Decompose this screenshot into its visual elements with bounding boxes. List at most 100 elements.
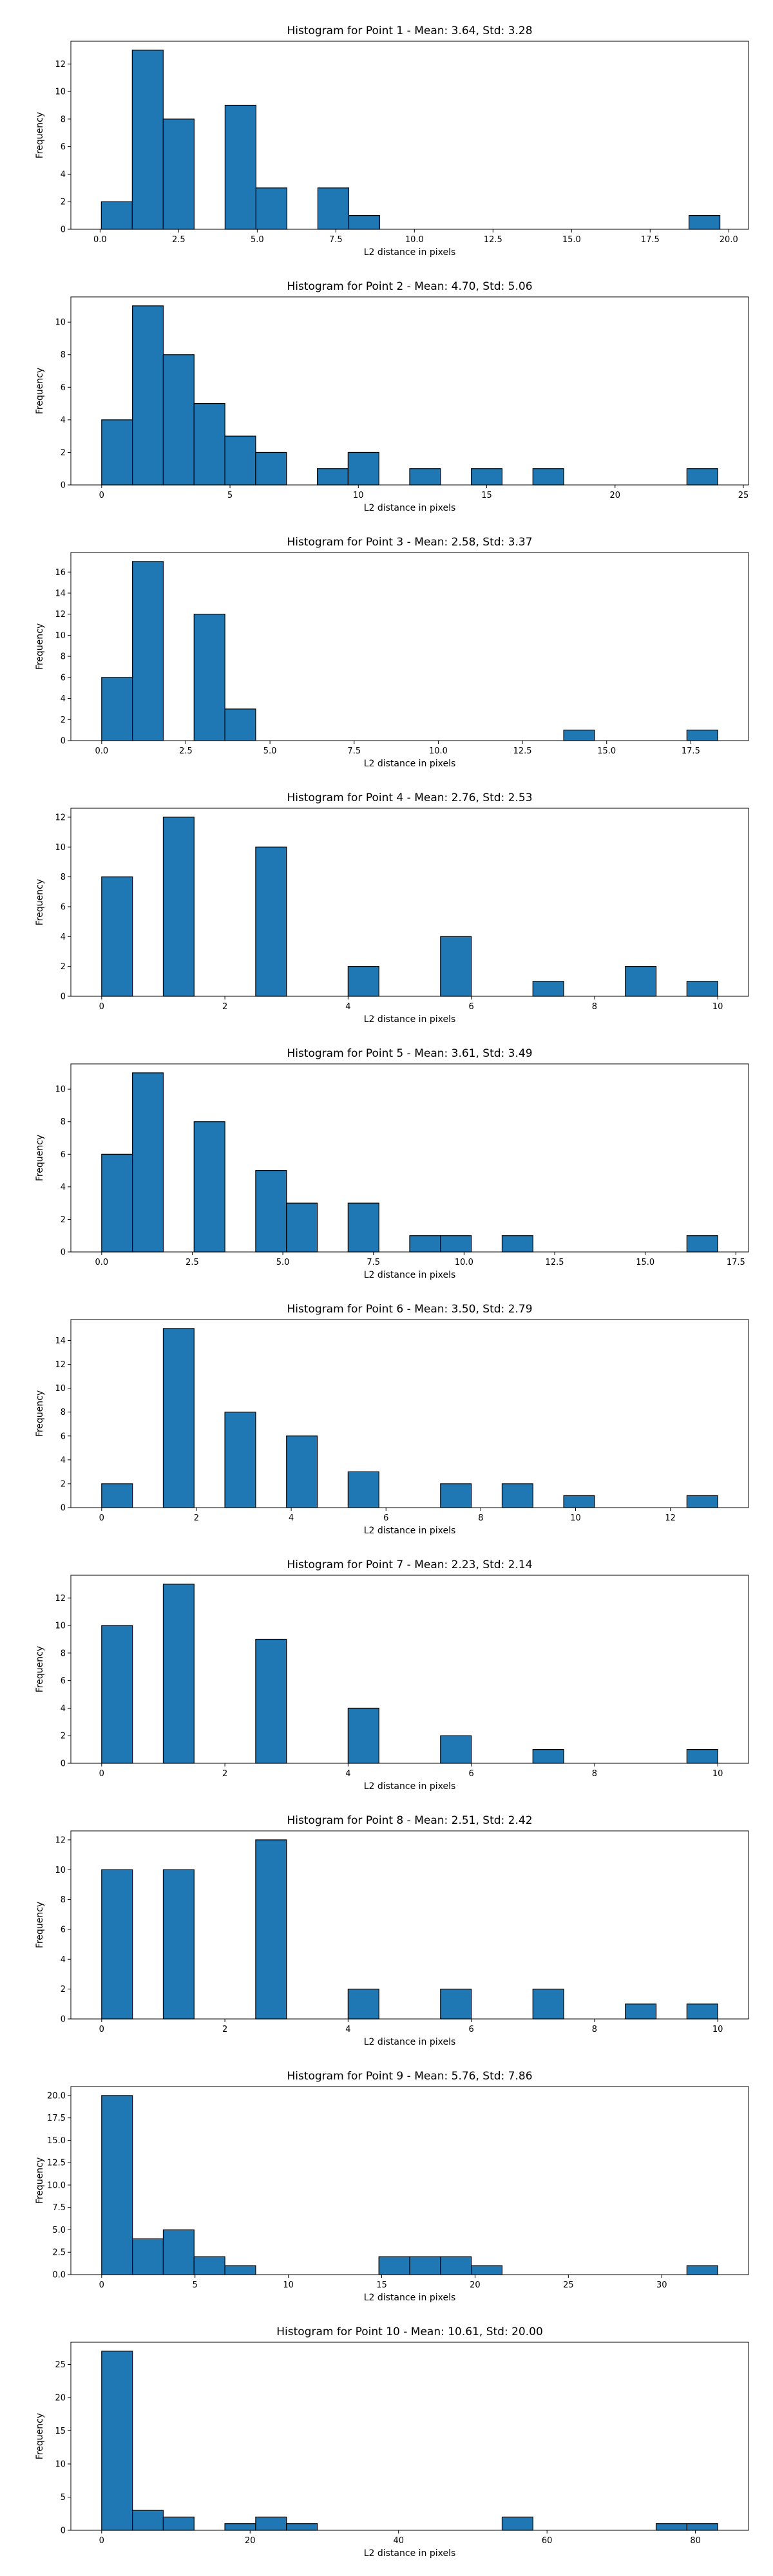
histogram-bar bbox=[688, 215, 721, 230]
x-tick-label: 8 bbox=[592, 1002, 597, 1012]
y-tick-label: 0.0 bbox=[52, 2271, 66, 2280]
histogram-bar bbox=[625, 966, 657, 997]
histogram-bar bbox=[101, 876, 133, 997]
histogram-bar bbox=[686, 730, 718, 741]
x-tick-label: 4 bbox=[345, 1002, 350, 1012]
x-tick-label: 0.0 bbox=[95, 746, 108, 756]
histogram-bar bbox=[224, 2265, 256, 2275]
x-tick-label: 20 bbox=[610, 491, 621, 500]
y-tick-label: 10 bbox=[55, 1866, 66, 1875]
y-axis-label: Frequency bbox=[35, 2157, 45, 2204]
x-tick-label: 10 bbox=[712, 1769, 723, 1779]
histogram-panel-8: Histogram for Point 8 - Mean: 2.51, Std:… bbox=[35, 1814, 749, 2047]
histogram-bar bbox=[132, 2238, 164, 2275]
histogram-bar bbox=[686, 1495, 718, 1508]
histogram-bar bbox=[532, 468, 564, 486]
axes-frame bbox=[70, 552, 749, 741]
histogram-bar bbox=[224, 435, 256, 486]
histogram-bar bbox=[101, 1153, 133, 1253]
histogram-bar bbox=[101, 2095, 133, 2275]
x-tick-label: 10 bbox=[283, 2280, 294, 2290]
y-axis-label: Frequency bbox=[35, 623, 45, 670]
histogram-bar bbox=[162, 2229, 195, 2275]
x-tick-label: 17.5 bbox=[641, 235, 660, 245]
x-tick-label: 8 bbox=[478, 1513, 483, 1523]
x-tick-label: 5.0 bbox=[276, 1258, 290, 1267]
x-axis-label: L2 distance in pixels bbox=[364, 1014, 456, 1025]
histogram-bar bbox=[471, 468, 503, 486]
x-tick-label: 20.0 bbox=[720, 235, 738, 245]
axes-frame bbox=[70, 2342, 749, 2531]
x-tick-label: 17.5 bbox=[727, 1258, 745, 1267]
y-tick-label: 0 bbox=[61, 2015, 66, 2025]
x-tick-label: 0.0 bbox=[93, 235, 107, 245]
y-tick-label: 0 bbox=[61, 1759, 66, 1769]
y-tick-label: 4 bbox=[61, 1704, 66, 1714]
histogram-bar bbox=[101, 1483, 133, 1508]
y-tick-label: 14 bbox=[55, 1336, 66, 1346]
x-tick-label: 7.5 bbox=[329, 235, 343, 245]
y-tick-label: 4 bbox=[61, 170, 66, 180]
y-tick-label: 15.0 bbox=[47, 2136, 66, 2146]
x-tick-label: 0 bbox=[99, 491, 104, 500]
x-tick-label: 0 bbox=[99, 1002, 104, 1012]
x-tick-label: 12.5 bbox=[513, 746, 532, 756]
histogram-bar bbox=[532, 1749, 564, 1764]
y-tick-label: 10 bbox=[55, 1085, 66, 1095]
y-tick-label: 6 bbox=[61, 1676, 66, 1686]
axes-frame bbox=[70, 1319, 749, 1508]
y-tick-label: 10 bbox=[55, 88, 66, 97]
histogram-bar bbox=[347, 1202, 379, 1253]
histogram-bar bbox=[193, 2256, 225, 2275]
chart-title: Histogram for Point 2 - Mean: 4.70, Std:… bbox=[287, 280, 532, 293]
y-tick-label: 0 bbox=[61, 225, 66, 235]
y-tick-label: 15 bbox=[55, 2427, 66, 2436]
histogram-panel-9: Histogram for Point 9 - Mean: 5.76, Std:… bbox=[35, 2070, 749, 2303]
chart-title: Histogram for Point 9 - Mean: 5.76, Std:… bbox=[287, 2070, 532, 2083]
histogram-bar bbox=[347, 451, 379, 486]
x-tick-label: 15.0 bbox=[562, 235, 581, 245]
y-tick-label: 8 bbox=[61, 873, 66, 882]
y-tick-label: 0 bbox=[61, 737, 66, 746]
y-tick-label: 2 bbox=[61, 198, 66, 207]
histogram-bar bbox=[655, 2523, 687, 2531]
y-tick-label: 12 bbox=[55, 813, 66, 822]
x-tick-label: 2 bbox=[194, 1513, 199, 1523]
histogram-bar bbox=[255, 1638, 287, 1764]
x-axis-label: L2 distance in pixels bbox=[364, 759, 456, 769]
histogram-bar bbox=[224, 2523, 256, 2531]
y-tick-label: 8 bbox=[61, 1895, 66, 1905]
histogram-bar bbox=[101, 1869, 133, 2020]
axes-frame bbox=[70, 2086, 749, 2275]
x-tick-label: 0 bbox=[99, 1513, 104, 1523]
axes-frame bbox=[70, 296, 749, 486]
y-tick-label: 6 bbox=[61, 1150, 66, 1160]
x-axis-label: L2 distance in pixels bbox=[364, 1526, 456, 1536]
x-axis-label: L2 distance in pixels bbox=[364, 2293, 456, 2303]
histogram-bar bbox=[286, 2523, 318, 2531]
histogram-bar bbox=[224, 104, 256, 230]
y-tick-label: 2 bbox=[61, 1985, 66, 1994]
histogram-bar bbox=[563, 730, 595, 741]
axes-frame bbox=[70, 808, 749, 997]
x-tick-label: 8 bbox=[592, 2025, 597, 2034]
y-tick-label: 5 bbox=[61, 2493, 66, 2503]
axes-frame bbox=[70, 41, 749, 230]
histogram-bar bbox=[162, 118, 195, 230]
histogram-bar bbox=[162, 2516, 195, 2531]
histogram-bar bbox=[255, 1839, 287, 2020]
y-tick-label: 12 bbox=[55, 1594, 66, 1604]
y-tick-label: 2 bbox=[61, 715, 66, 725]
x-tick-label: 12 bbox=[665, 1513, 676, 1523]
y-tick-label: 0 bbox=[61, 2526, 66, 2536]
y-tick-label: 2 bbox=[61, 1732, 66, 1741]
y-tick-label: 8 bbox=[61, 652, 66, 662]
y-tick-label: 6 bbox=[61, 1432, 66, 1441]
histogram-bar bbox=[101, 2351, 133, 2531]
y-tick-label: 10.0 bbox=[47, 2181, 66, 2190]
x-tick-label: 6 bbox=[383, 1513, 388, 1523]
x-axis-label: L2 distance in pixels bbox=[364, 503, 456, 513]
y-tick-label: 20 bbox=[55, 2394, 66, 2403]
y-tick-label: 0 bbox=[61, 992, 66, 1002]
y-axis-label: Frequency bbox=[35, 2413, 45, 2459]
